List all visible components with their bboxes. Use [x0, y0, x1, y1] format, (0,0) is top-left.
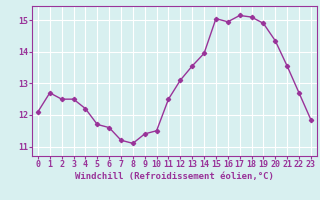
X-axis label: Windchill (Refroidissement éolien,°C): Windchill (Refroidissement éolien,°C) — [75, 172, 274, 181]
